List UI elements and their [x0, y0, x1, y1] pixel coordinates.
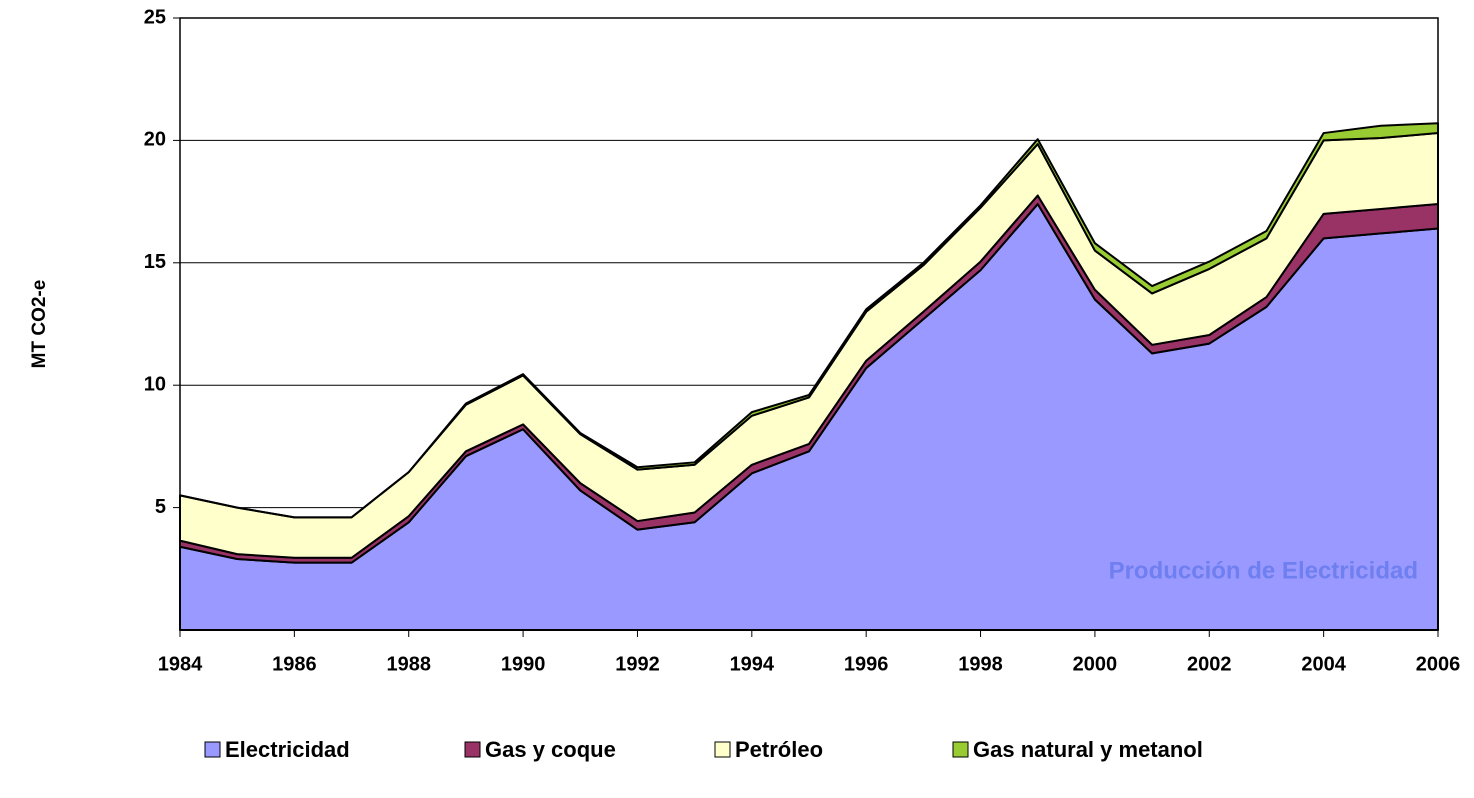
x-tick-label: 1994: [730, 653, 775, 675]
x-tick-label: 2006: [1416, 653, 1461, 675]
x-tick-label: 1990: [501, 653, 546, 675]
legend-label: Gas y coque: [485, 737, 616, 762]
legend-swatch: [204, 741, 221, 758]
annotation: Producción de Electricidad: [1109, 557, 1418, 584]
x-tick-label: 1984: [158, 653, 203, 675]
y-tick-label: 5: [155, 496, 166, 518]
x-tick-label: 1998: [958, 653, 1003, 675]
x-tick-label: 1986: [272, 653, 317, 675]
x-tick-label: 1988: [386, 653, 431, 675]
plot-border: [179, 17, 1439, 631]
y-tick-label: 20: [144, 129, 166, 151]
legend-label: Electricidad: [225, 737, 350, 762]
legend-swatch: [952, 741, 969, 758]
legend-swatch: [464, 741, 481, 758]
y-tick-label: 25: [144, 6, 166, 28]
x-tick-label: 2004: [1301, 653, 1346, 675]
x-tick-label: 1992: [615, 653, 660, 675]
y-tick-label: 15: [144, 251, 166, 273]
x-tick-label: 1996: [844, 653, 889, 675]
y-axis-label: MT CO2-e: [29, 280, 50, 369]
legend-label: Gas natural y metanol: [973, 737, 1203, 762]
x-tick-label: 2002: [1187, 653, 1232, 675]
x-tick-label: 2000: [1073, 653, 1118, 675]
legend-swatch: [714, 741, 731, 758]
y-tick-label: 10: [144, 373, 166, 395]
legend-label: Petróleo: [735, 737, 823, 762]
